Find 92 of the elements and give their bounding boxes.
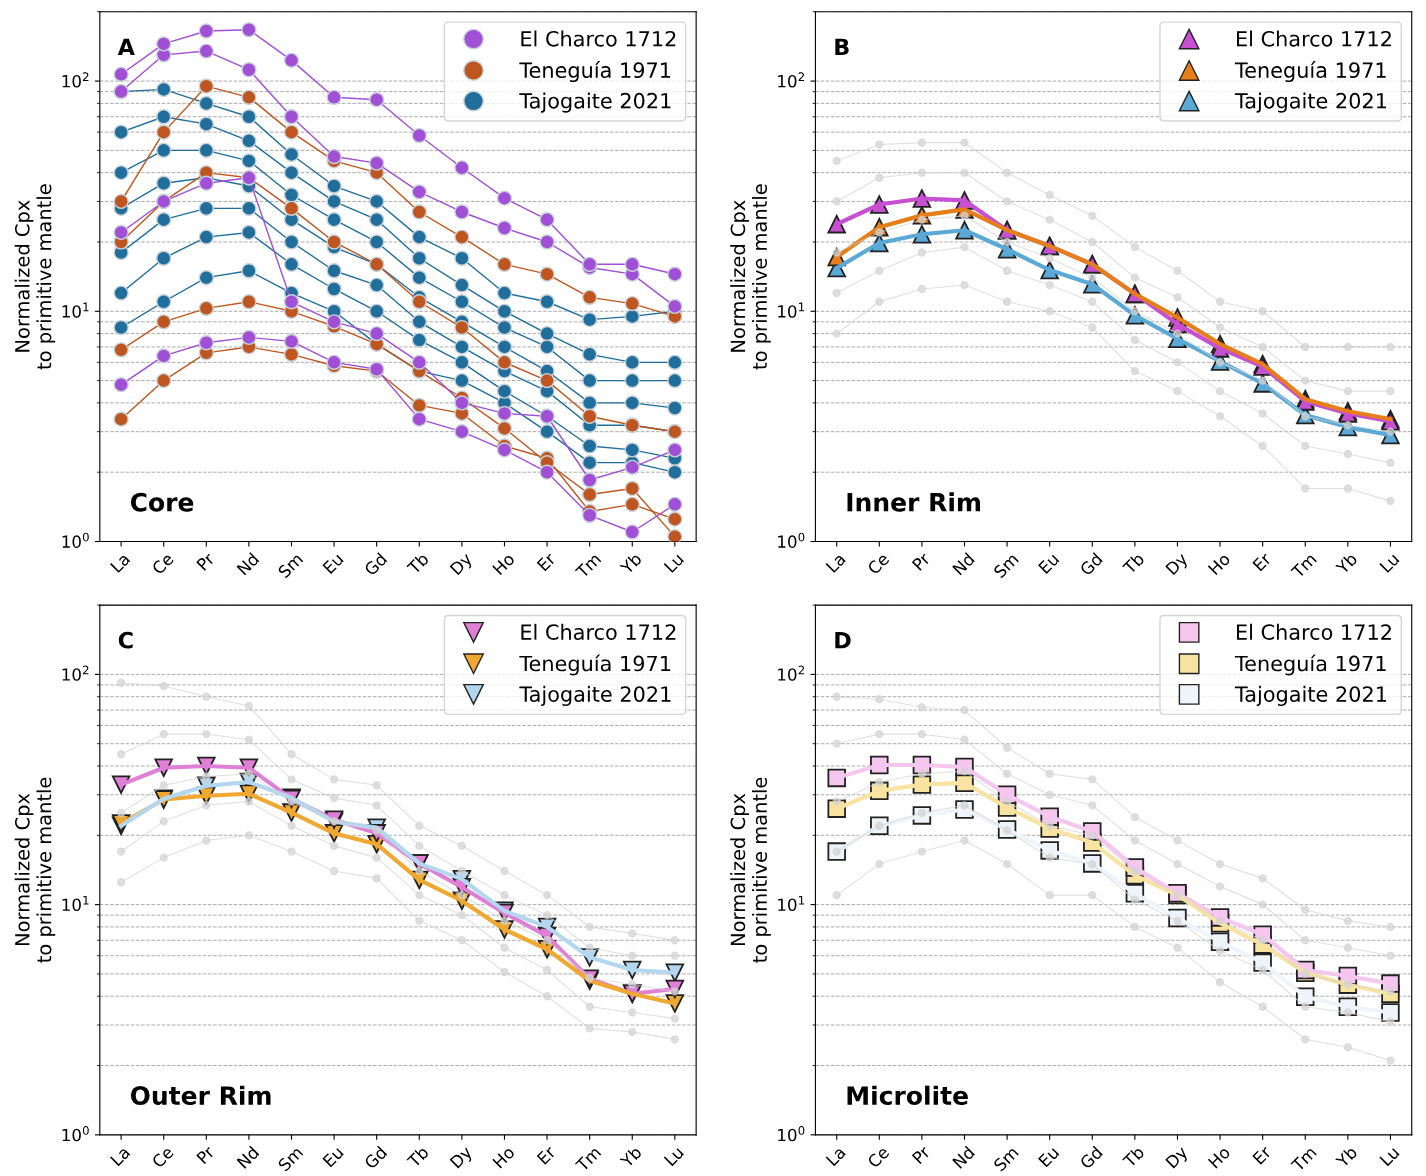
annotation: Microlite — [847, 1085, 968, 1106]
x-tick-label: Tm — [574, 552, 602, 579]
legend-label: Teneguía 1971 — [519, 654, 671, 676]
x-tick-label: Tm — [1290, 552, 1317, 579]
x-tick-label: Tm — [1290, 1145, 1317, 1173]
x-tick-label: Dy — [1165, 1145, 1191, 1171]
x-tick-label: Ho — [492, 552, 516, 576]
x-tick-label: Lu — [1379, 1146, 1400, 1167]
y-tick-label: 10$^{2}$ — [62, 665, 89, 681]
x-tick-label: Yb — [1334, 1145, 1358, 1169]
legend-label: El Charco 1712 — [521, 623, 676, 640]
x-tick-label: Gd — [1078, 552, 1103, 577]
legend-label: Tajogaite 2021 — [519, 92, 671, 113]
x-tick-label: Eu — [322, 1146, 344, 1168]
legend-label: Teneguía 1971 — [1234, 654, 1386, 676]
x-tick-label: Ho — [1207, 1145, 1231, 1169]
annotation: Outer Rim — [130, 1085, 271, 1106]
x-tick-label: Sm — [277, 552, 304, 579]
legend-label: El Charco 1712 — [1237, 623, 1391, 640]
x-tick-label: Er — [536, 551, 557, 572]
x-tick-label: Tm — [574, 1145, 602, 1173]
x-tick-label: Lu — [1379, 552, 1400, 574]
x-tick-label: Nd — [951, 1145, 975, 1169]
y-tick-label: 10$^{0}$ — [62, 532, 89, 548]
x-tick-label: Eu — [1038, 1146, 1060, 1168]
x-tick-label: Gd — [1078, 1145, 1103, 1170]
annotation: A — [117, 38, 135, 55]
annotation: D — [835, 632, 851, 649]
legend-label: El Charco 1712 — [1237, 30, 1391, 47]
x-tick-label: Er — [1252, 551, 1273, 572]
x-tick-label: Sm — [992, 1145, 1019, 1172]
x-tick-label: Er — [1252, 1144, 1273, 1165]
x-tick-label: Ho — [492, 1145, 516, 1169]
legend-label: Teneguía 1971 — [1234, 61, 1386, 83]
x-tick-label: Lu — [663, 1146, 685, 1167]
x-tick-label: Yb — [1334, 551, 1358, 576]
legend-label: Tajogaite 2021 — [1234, 92, 1387, 113]
x-tick-label: La — [825, 1146, 846, 1167]
x-tick-label: La — [110, 1146, 131, 1167]
y-axis-title: Normalized Cpx to primitive mantle — [730, 777, 771, 963]
x-tick-label: Pr — [911, 1144, 932, 1165]
x-tick-label: Tb — [1121, 1145, 1145, 1169]
x-tick-label: Nd — [951, 552, 975, 576]
legend-label: Tajogaite 2021 — [519, 685, 671, 706]
x-tick-label: Pr — [196, 1144, 216, 1165]
y-tick-label: 10$^{2}$ — [778, 665, 804, 681]
annotation: C — [118, 631, 133, 649]
y-tick-label: 10$^{1}$ — [778, 895, 805, 912]
x-tick-label: Tb — [406, 1145, 430, 1169]
legend-label: Tajogaite 2021 — [1234, 685, 1387, 706]
x-tick-label: Yb — [619, 1145, 643, 1169]
x-tick-label: Nd — [236, 552, 260, 576]
y-axis-title: Normalized Cpx to primitive mantle — [14, 777, 56, 963]
x-tick-label: Tb — [406, 551, 430, 576]
x-tick-label: Dy — [449, 1145, 476, 1171]
y-tick-label: 10$^{2}$ — [778, 72, 804, 88]
x-tick-label: La — [825, 552, 846, 573]
y-tick-label: 10$^{0}$ — [778, 532, 805, 548]
y-tick-label: 10$^{1}$ — [62, 302, 89, 318]
x-tick-label: Lu — [663, 552, 685, 574]
annotation: Inner Rim — [847, 492, 981, 512]
x-tick-label: Ce — [151, 552, 175, 576]
annotation: Core — [130, 492, 194, 512]
x-tick-label: Sm — [277, 1145, 304, 1172]
y-tick-label: 10$^{1}$ — [778, 302, 805, 318]
x-tick-label: Pr — [911, 551, 932, 571]
annotation: B — [835, 38, 849, 55]
x-tick-label: Ce — [866, 552, 890, 576]
x-tick-label: Sm — [992, 552, 1019, 579]
x-tick-label: Ce — [151, 1145, 175, 1169]
x-tick-label: Er — [536, 1144, 557, 1165]
x-tick-label: Tb — [1121, 551, 1145, 576]
y-axis-title: Normalized Cpx to primitive mantle — [14, 184, 56, 370]
x-tick-label: Eu — [1038, 552, 1060, 575]
x-tick-label: Ho — [1207, 552, 1231, 576]
legend-label: El Charco 1712 — [521, 30, 676, 47]
x-tick-label: Pr — [196, 551, 216, 571]
x-tick-label: La — [110, 552, 131, 573]
y-tick-label: 10$^{0}$ — [62, 1126, 89, 1142]
x-tick-label: Gd — [363, 1145, 388, 1170]
x-tick-label: Yb — [619, 551, 643, 576]
legend-label: Teneguía 1971 — [519, 61, 671, 83]
y-tick-label: 10$^{1}$ — [62, 895, 89, 912]
x-tick-label: Gd — [363, 552, 388, 577]
y-axis-title: Normalized Cpx to primitive mantle — [730, 184, 771, 370]
x-tick-label: Dy — [449, 551, 476, 578]
y-tick-label: 10$^{2}$ — [62, 72, 89, 88]
x-tick-label: Eu — [322, 552, 344, 575]
x-tick-label: Ce — [866, 1145, 890, 1169]
x-tick-label: Nd — [236, 1145, 260, 1169]
y-tick-label: 10$^{0}$ — [778, 1126, 805, 1142]
x-tick-label: Dy — [1165, 551, 1191, 578]
